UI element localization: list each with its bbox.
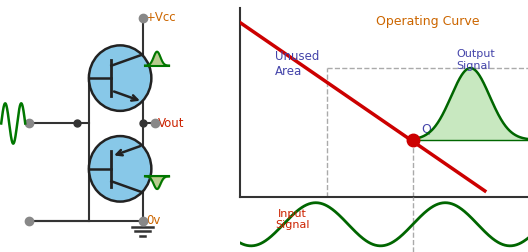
Circle shape [89,45,152,111]
Text: Unused
Area: Unused Area [275,50,319,78]
Text: +Vcc: +Vcc [146,11,177,24]
Circle shape [89,136,152,202]
Text: Q: Q [421,122,431,135]
Text: Vout: Vout [158,117,185,130]
Text: Input
Signal: Input Signal [275,209,309,231]
Text: 0v: 0v [146,214,161,227]
Text: Output
Signal: Output Signal [456,49,495,71]
Text: Operating Curve: Operating Curve [375,15,479,28]
